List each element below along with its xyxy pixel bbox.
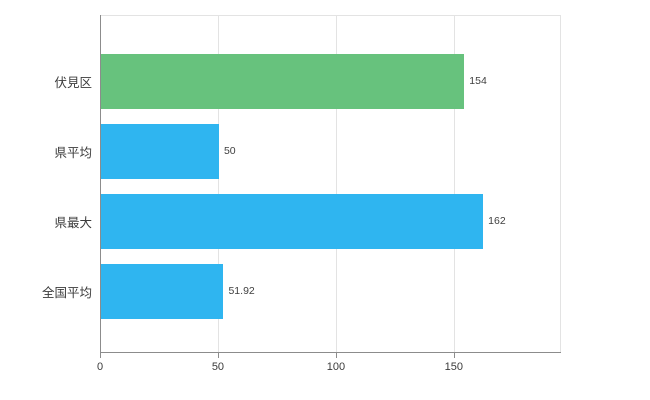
y-axis-line (100, 15, 101, 353)
plot-right-border (560, 15, 561, 352)
plot-top-border (100, 15, 560, 16)
category-label: 県平均 (54, 146, 92, 160)
x-tick-label: 100 (326, 361, 346, 373)
category-label: 伏見区 (54, 76, 92, 90)
gridline (335, 15, 337, 352)
value-label: 154 (469, 75, 487, 87)
x-axis-line (100, 352, 561, 353)
bar[interactable] (101, 263, 224, 319)
x-tick-label: 0 (96, 361, 104, 373)
x-tick-label: 50 (211, 361, 225, 373)
value-label: 51.92 (228, 285, 255, 297)
axis-tick (100, 353, 101, 358)
x-tick-label: 150 (444, 361, 464, 373)
value-label: 50 (223, 145, 236, 157)
bar[interactable] (101, 123, 219, 179)
gridline (217, 15, 219, 352)
category-label: 県最大 (54, 216, 92, 230)
bar[interactable] (101, 53, 465, 109)
gridline (453, 15, 455, 352)
axis-tick (453, 353, 455, 358)
bar[interactable] (101, 193, 484, 249)
axis-tick (335, 353, 337, 358)
value-label: 162 (488, 215, 506, 227)
axis-tick (217, 353, 219, 358)
category-label: 全国平均 (41, 286, 92, 300)
